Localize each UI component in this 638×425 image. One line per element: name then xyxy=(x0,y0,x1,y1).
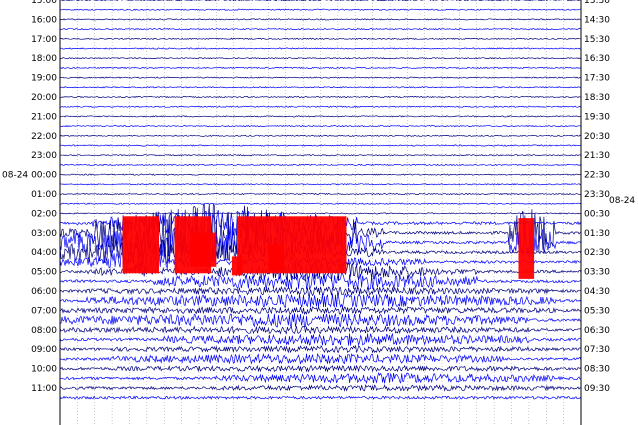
trace-line xyxy=(59,292,582,309)
right-time-label: 13:30 xyxy=(584,0,610,6)
right-time-label: 09:30 xyxy=(584,384,610,394)
trace-line xyxy=(59,313,582,328)
right-time-label: 00:30 xyxy=(584,209,610,219)
clip-block xyxy=(122,216,159,274)
clip-block xyxy=(190,232,217,267)
right-time-label: 05:30 xyxy=(584,306,610,316)
left-time-label: 19:00 xyxy=(31,74,57,84)
left-time-label: 04:00 xyxy=(31,248,57,258)
trace-line xyxy=(59,134,582,137)
right-time-label: 18:30 xyxy=(584,93,610,103)
trace-line xyxy=(59,371,582,385)
trace-line xyxy=(59,8,581,11)
right-time-label: 15:30 xyxy=(584,35,610,45)
clip-block xyxy=(231,256,243,276)
trace-line xyxy=(59,202,582,205)
left-time-label: 09:00 xyxy=(31,345,57,355)
left-time-label: 08:00 xyxy=(31,326,57,336)
trace-line xyxy=(59,344,582,354)
right-time-label: 23:30 xyxy=(584,190,610,200)
trace-line xyxy=(60,212,582,215)
right-time-label: 22:30 xyxy=(584,171,610,181)
left-time-label: 05:00 xyxy=(31,268,57,278)
right-date-label: 08-24 xyxy=(609,196,635,206)
trace-line xyxy=(59,395,582,400)
grid-vertical-lines xyxy=(77,0,564,425)
trace-line xyxy=(59,192,582,196)
left-time-label: 23:00 xyxy=(31,151,57,161)
left-time-label: 17:00 xyxy=(31,35,57,45)
left-time-label: 18:00 xyxy=(31,54,57,64)
trace-line xyxy=(59,47,582,50)
trace-line xyxy=(59,325,582,335)
right-time-label: 21:30 xyxy=(584,151,610,161)
trace-line xyxy=(60,183,582,186)
left-time-labels: 15:00 16:00 17:00 18:00 19:00 20:00 21:00 22:00… xyxy=(31,0,57,394)
trace-line xyxy=(59,352,582,365)
trace-line xyxy=(59,37,581,40)
trace-line xyxy=(59,144,582,147)
left-time-label: 11:00 xyxy=(31,384,57,394)
right-time-label: 14:30 xyxy=(584,15,610,25)
left-time-label: 20:00 xyxy=(31,93,57,103)
right-time-label: 02:30 xyxy=(584,248,610,258)
trace-line xyxy=(59,66,582,70)
left-time-label: 10:00 xyxy=(31,365,57,375)
trace-line xyxy=(60,105,582,108)
trace-line xyxy=(59,163,582,166)
trace-line xyxy=(59,272,582,290)
right-time-label: 17:30 xyxy=(584,74,610,84)
left-time-label: 06:00 xyxy=(31,287,57,297)
plot-frame xyxy=(59,0,582,425)
right-time-label: 08:30 xyxy=(584,365,610,375)
trace-line xyxy=(59,86,582,89)
trace-line xyxy=(59,76,582,79)
right-time-label: 20:30 xyxy=(584,132,610,142)
left-time-label: 00:00 xyxy=(31,171,57,181)
left-time-label: 22:00 xyxy=(31,132,57,142)
clip-block xyxy=(237,216,347,274)
right-time-label: 16:30 xyxy=(584,54,610,64)
clip-block xyxy=(268,244,284,272)
right-time-label: 01:30 xyxy=(584,229,610,239)
left-time-label: 15:00 xyxy=(31,0,57,6)
right-time-label: 07:30 xyxy=(584,345,610,355)
clip-markers xyxy=(122,216,535,279)
trace-line xyxy=(59,173,582,176)
trace-line xyxy=(59,124,582,128)
right-time-label: 04:30 xyxy=(584,287,610,297)
seismic-traces xyxy=(59,0,582,400)
trace-line xyxy=(59,18,582,21)
trace-line xyxy=(59,57,582,60)
trace-line xyxy=(59,305,582,316)
left-time-label: 21:00 xyxy=(31,112,57,122)
left-time-label: 16:00 xyxy=(31,15,57,25)
trace-line xyxy=(59,27,582,31)
right-time-label: 19:30 xyxy=(584,112,610,122)
left-time-label: 07:00 xyxy=(31,306,57,316)
trace-line xyxy=(59,383,582,393)
trace-line xyxy=(59,364,582,373)
left-time-label: 01:00 xyxy=(31,190,57,200)
right-time-labels: 13:30 14:30 15:30 16:30 17:30 18:30 19:30 20:30… xyxy=(584,0,610,394)
left-time-label: 02:00 xyxy=(31,209,57,219)
trace-line xyxy=(59,332,582,347)
left-date-label: 08-24 xyxy=(2,171,28,181)
trace-line xyxy=(60,95,582,99)
right-time-label: 03:30 xyxy=(584,268,610,278)
trace-line xyxy=(60,154,582,157)
right-time-label: 06:30 xyxy=(584,326,610,336)
trace-line xyxy=(59,115,581,118)
left-time-label: 03:00 xyxy=(31,229,57,239)
trace-line xyxy=(59,0,582,2)
trace-line xyxy=(59,285,582,297)
clip-block xyxy=(518,218,535,279)
